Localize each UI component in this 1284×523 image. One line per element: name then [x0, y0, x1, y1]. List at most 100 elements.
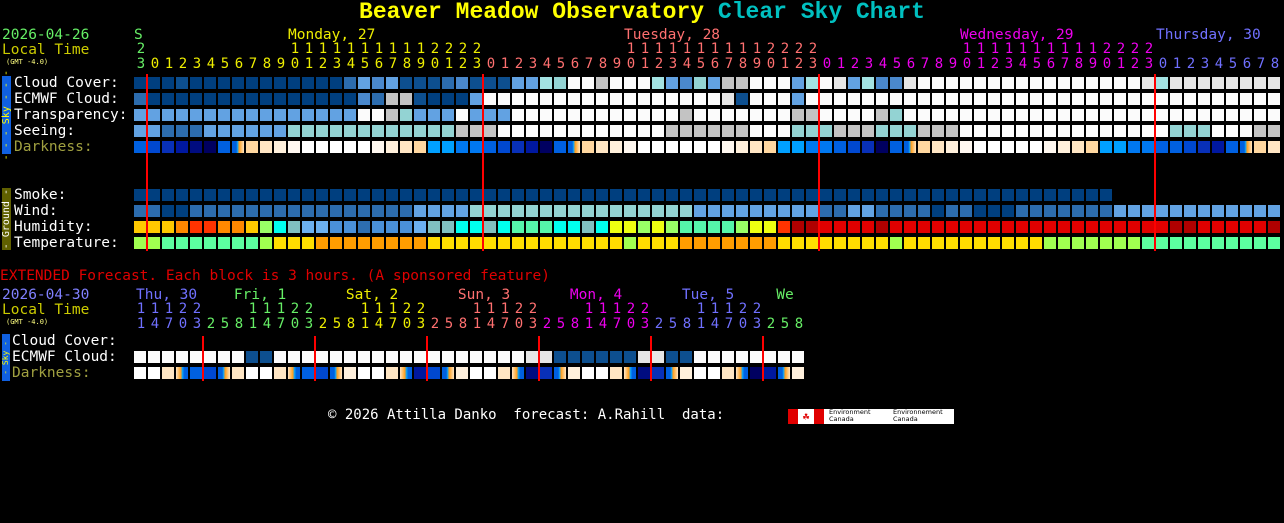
forecast-block[interactable]: [1072, 205, 1084, 217]
forecast-block[interactable]: [274, 237, 286, 249]
forecast-block[interactable]: [932, 125, 944, 137]
forecast-block[interactable]: [1002, 109, 1014, 121]
forecast-block[interactable]: [400, 125, 412, 137]
forecast-block[interactable]: [526, 189, 538, 201]
forecast-block[interactable]: [134, 141, 146, 153]
forecast-block[interactable]: [708, 141, 720, 153]
forecast-block[interactable]: [1114, 141, 1126, 153]
forecast-block[interactable]: [750, 109, 762, 121]
forecast-block[interactable]: [190, 221, 202, 233]
forecast-block[interactable]: [1100, 125, 1112, 137]
forecast-block[interactable]: [1086, 125, 1098, 137]
forecast-block[interactable]: [778, 93, 790, 105]
forecast-block[interactable]: [820, 93, 832, 105]
forecast-block[interactable]: [442, 77, 454, 89]
forecast-block[interactable]: [386, 77, 398, 89]
forecast-block[interactable]: [428, 237, 440, 249]
forecast-block[interactable]: [540, 205, 552, 217]
forecast-block[interactable]: [638, 109, 650, 121]
forecast-block[interactable]: [708, 205, 720, 217]
forecast-block[interactable]: [1198, 125, 1210, 137]
forecast-block[interactable]: [1128, 93, 1140, 105]
forecast-block[interactable]: [554, 237, 566, 249]
forecast-block[interactable]: [1268, 221, 1280, 233]
forecast-block[interactable]: [260, 141, 272, 153]
forecast-block[interactable]: [946, 141, 958, 153]
forecast-block[interactable]: [890, 141, 902, 153]
forecast-block[interactable]: [582, 351, 594, 363]
forecast-block[interactable]: [1142, 237, 1154, 249]
forecast-block[interactable]: [1016, 93, 1028, 105]
forecast-block[interactable]: [904, 237, 916, 249]
forecast-block[interactable]: [428, 77, 440, 89]
forecast-block[interactable]: [302, 351, 314, 363]
forecast-block[interactable]: [764, 351, 776, 363]
forecast-block[interactable]: [148, 367, 160, 379]
forecast-block[interactable]: [1156, 221, 1168, 233]
forecast-block[interactable]: [498, 351, 510, 363]
forecast-block[interactable]: [960, 93, 972, 105]
forecast-block[interactable]: [162, 205, 174, 217]
forecast-block[interactable]: [176, 77, 188, 89]
forecast-block[interactable]: [904, 109, 916, 121]
forecast-block[interactable]: [1002, 141, 1014, 153]
forecast-block[interactable]: [1212, 237, 1224, 249]
forecast-block[interactable]: [190, 237, 202, 249]
forecast-block[interactable]: [596, 109, 608, 121]
forecast-block[interactable]: [1016, 77, 1028, 89]
forecast-block[interactable]: [918, 109, 930, 121]
forecast-block[interactable]: [358, 237, 370, 249]
forecast-block[interactable]: [1058, 77, 1070, 89]
forecast-block[interactable]: [358, 109, 370, 121]
forecast-block[interactable]: [1268, 77, 1280, 89]
forecast-block[interactable]: [344, 77, 356, 89]
forecast-block[interactable]: [918, 93, 930, 105]
forecast-block[interactable]: [1128, 205, 1140, 217]
forecast-block[interactable]: [904, 125, 916, 137]
forecast-block[interactable]: [162, 221, 174, 233]
forecast-block[interactable]: [470, 351, 482, 363]
forecast-block[interactable]: [1002, 93, 1014, 105]
forecast-block[interactable]: [568, 141, 580, 153]
forecast-block[interactable]: [1030, 125, 1042, 137]
forecast-block[interactable]: [596, 205, 608, 217]
forecast-block[interactable]: [260, 351, 272, 363]
forecast-block[interactable]: [358, 205, 370, 217]
forecast-block[interactable]: [456, 221, 468, 233]
forecast-block[interactable]: [904, 93, 916, 105]
forecast-block[interactable]: [624, 109, 636, 121]
forecast-block[interactable]: [1142, 205, 1154, 217]
forecast-block[interactable]: [918, 237, 930, 249]
forecast-block[interactable]: [722, 367, 734, 379]
forecast-block[interactable]: [764, 141, 776, 153]
forecast-block[interactable]: [302, 93, 314, 105]
forecast-block[interactable]: [302, 141, 314, 153]
forecast-block[interactable]: [288, 237, 300, 249]
forecast-block[interactable]: [162, 125, 174, 137]
forecast-block[interactable]: [736, 237, 748, 249]
forecast-block[interactable]: [876, 109, 888, 121]
forecast-block[interactable]: [442, 189, 454, 201]
forecast-block[interactable]: [1058, 141, 1070, 153]
forecast-block[interactable]: [316, 93, 328, 105]
forecast-block[interactable]: [1212, 93, 1224, 105]
forecast-block[interactable]: [960, 205, 972, 217]
forecast-block[interactable]: [484, 237, 496, 249]
forecast-block[interactable]: [540, 189, 552, 201]
forecast-block[interactable]: [834, 109, 846, 121]
forecast-block[interactable]: [414, 141, 426, 153]
forecast-block[interactable]: [190, 141, 202, 153]
forecast-block[interactable]: [750, 189, 762, 201]
forecast-block[interactable]: [1030, 221, 1042, 233]
forecast-block[interactable]: [806, 237, 818, 249]
forecast-block[interactable]: [638, 141, 650, 153]
forecast-block[interactable]: [246, 205, 258, 217]
forecast-block[interactable]: [176, 141, 188, 153]
forecast-block[interactable]: [932, 93, 944, 105]
forecast-block[interactable]: [652, 77, 664, 89]
forecast-block[interactable]: [1030, 237, 1042, 249]
forecast-block[interactable]: [904, 189, 916, 201]
forecast-block[interactable]: [596, 351, 608, 363]
forecast-block[interactable]: [890, 93, 902, 105]
forecast-block[interactable]: [624, 141, 636, 153]
